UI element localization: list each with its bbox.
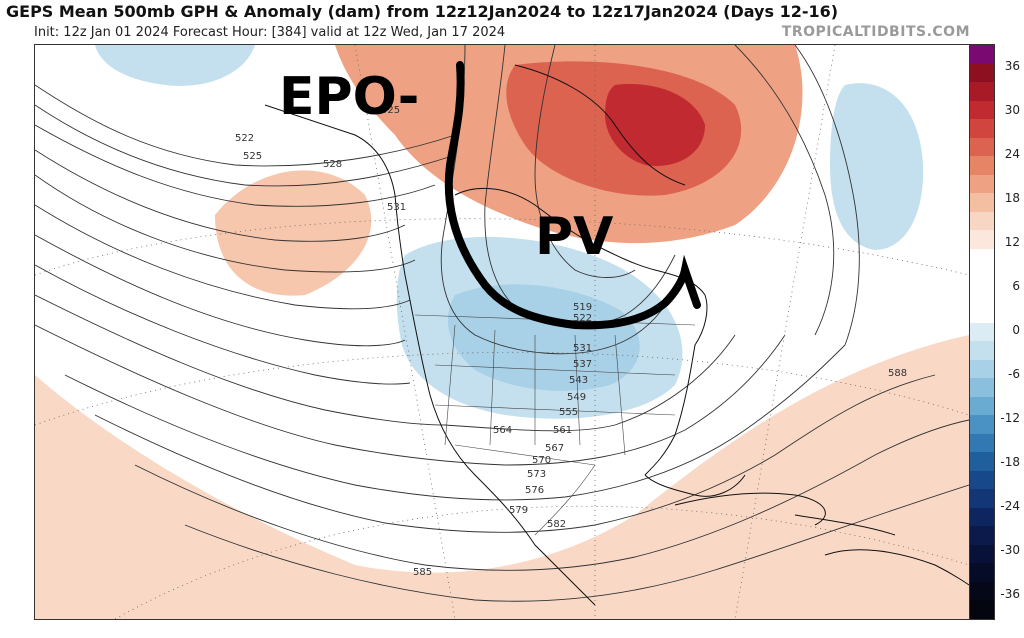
- political-borders: [414, 314, 696, 536]
- contour-label: 585: [413, 567, 432, 578]
- credit-watermark: TROPICALTIDBITS.COM: [781, 24, 970, 40]
- colorbar-tick-label: -6: [1008, 367, 1020, 381]
- contour-label: 573: [527, 469, 546, 480]
- map-subtitle: Init: 12z Jan 01 2024 Forecast Hour: [38…: [34, 25, 506, 40]
- map-title: GEPS Mean 500mb GPH & Anomaly (dam) from…: [6, 2, 839, 21]
- colorbar-swatch: [970, 193, 994, 212]
- map-panel: 522 525 525 528 531 519 522 531 537 543 …: [34, 44, 970, 620]
- colorbar-tick-label: 12: [1004, 235, 1020, 249]
- contour-label: 561: [553, 425, 572, 436]
- colorbar-tick-label: 0: [1012, 323, 1020, 337]
- colorbar-swatch: [970, 45, 994, 64]
- contour-label: 570: [532, 455, 551, 466]
- colorbar-swatch: [970, 63, 994, 83]
- pv-annotation: PV: [535, 207, 614, 267]
- contour-label: 519: [573, 302, 592, 313]
- contour-label: 567: [545, 443, 564, 454]
- colorbar-swatch: [970, 544, 994, 564]
- colorbar-tick-label: 24: [1004, 147, 1020, 161]
- contour-label: 579: [509, 505, 528, 516]
- colorbar-swatch: [970, 248, 994, 268]
- map-canvas: 522 525 525 528 531 519 522 531 537 543 …: [35, 45, 969, 619]
- colorbar-swatch: [970, 230, 994, 249]
- colorbar-tick-label: -12: [1000, 411, 1020, 425]
- colorbar-swatch: [970, 470, 994, 490]
- graticule: [35, 45, 969, 619]
- negative-anomaly-aleutian: [95, 45, 255, 86]
- colorbar-swatch: [970, 359, 994, 379]
- colorbar-swatch: [970, 82, 994, 101]
- contour-label: 531: [573, 343, 592, 354]
- colorbar-swatch: [970, 322, 994, 342]
- colorbar-tick-label: -24: [1000, 499, 1020, 513]
- colorbar-ticks: 36 30 24 18 12 6 0 -6 -12 -18 -24 -30 -36: [996, 44, 1024, 618]
- contour-label: 528: [323, 159, 342, 170]
- colorbar-swatch: [970, 174, 994, 194]
- positive-anomaly-pacific: [215, 170, 372, 296]
- coastlines: [264, 64, 969, 606]
- contour-label: 525: [381, 105, 400, 116]
- contour-label: 531: [387, 202, 406, 213]
- colorbar-tick-label: -36: [1000, 587, 1020, 601]
- contour-label: 564: [493, 425, 512, 436]
- colorbar-tick-label: -30: [1000, 543, 1020, 557]
- contour-label: 588: [888, 368, 907, 379]
- colorbar-swatch: [970, 396, 994, 416]
- colorbar-swatch: [970, 156, 994, 175]
- colorbar-swatch: [970, 304, 994, 323]
- colorbar-tick-label: 30: [1004, 103, 1020, 117]
- contour-label: 543: [569, 375, 588, 386]
- contour-label: 522: [235, 133, 254, 144]
- contour-labels: 522 525 525 528 531 519 522 531 537 543 …: [235, 105, 907, 578]
- colorbar-swatch: [970, 507, 994, 527]
- trough-axis-line: [444, 61, 701, 330]
- colorbar-swatch: [970, 489, 994, 508]
- contour-label: 525: [243, 151, 262, 162]
- colorbar-swatch: [970, 415, 994, 434]
- colorbar-swatch: [970, 563, 994, 582]
- colorbar-swatch: [970, 526, 994, 545]
- colorbar-swatch: [970, 285, 994, 305]
- colorbar-swatch: [970, 581, 994, 601]
- colorbar-swatch: [970, 341, 994, 360]
- colorbar-swatch: [970, 378, 994, 397]
- contour-label: 549: [567, 392, 586, 403]
- colorbar-swatch: [970, 137, 994, 157]
- colorbar-tick-label: 6: [1012, 279, 1020, 293]
- contour-label: 576: [525, 485, 544, 496]
- colorbar-tick-label: -18: [1000, 455, 1020, 469]
- negative-anomaly-atlantic: [830, 83, 924, 250]
- contour-label: 582: [547, 519, 566, 530]
- negative-anomaly-trough-core: [447, 284, 640, 391]
- colorbar-swatch: [970, 267, 994, 286]
- colorbar-swatch: [970, 119, 994, 138]
- colorbar-swatch: [970, 600, 994, 619]
- contour-label: 522: [573, 313, 592, 324]
- colorbar-tick-label: 36: [1004, 59, 1020, 73]
- colorbar-tick-label: 18: [1004, 191, 1020, 205]
- colorbar-swatch: [970, 211, 994, 231]
- contour-label: 555: [559, 407, 578, 418]
- epo-annotation: EPO-: [279, 67, 420, 127]
- anomaly-colorbar: [969, 44, 995, 620]
- colorbar-swatch: [970, 433, 994, 453]
- positive-anomaly-south: [35, 335, 969, 619]
- colorbar-swatch: [970, 100, 994, 120]
- colorbar-swatch: [970, 452, 994, 471]
- contour-label: 537: [573, 359, 592, 370]
